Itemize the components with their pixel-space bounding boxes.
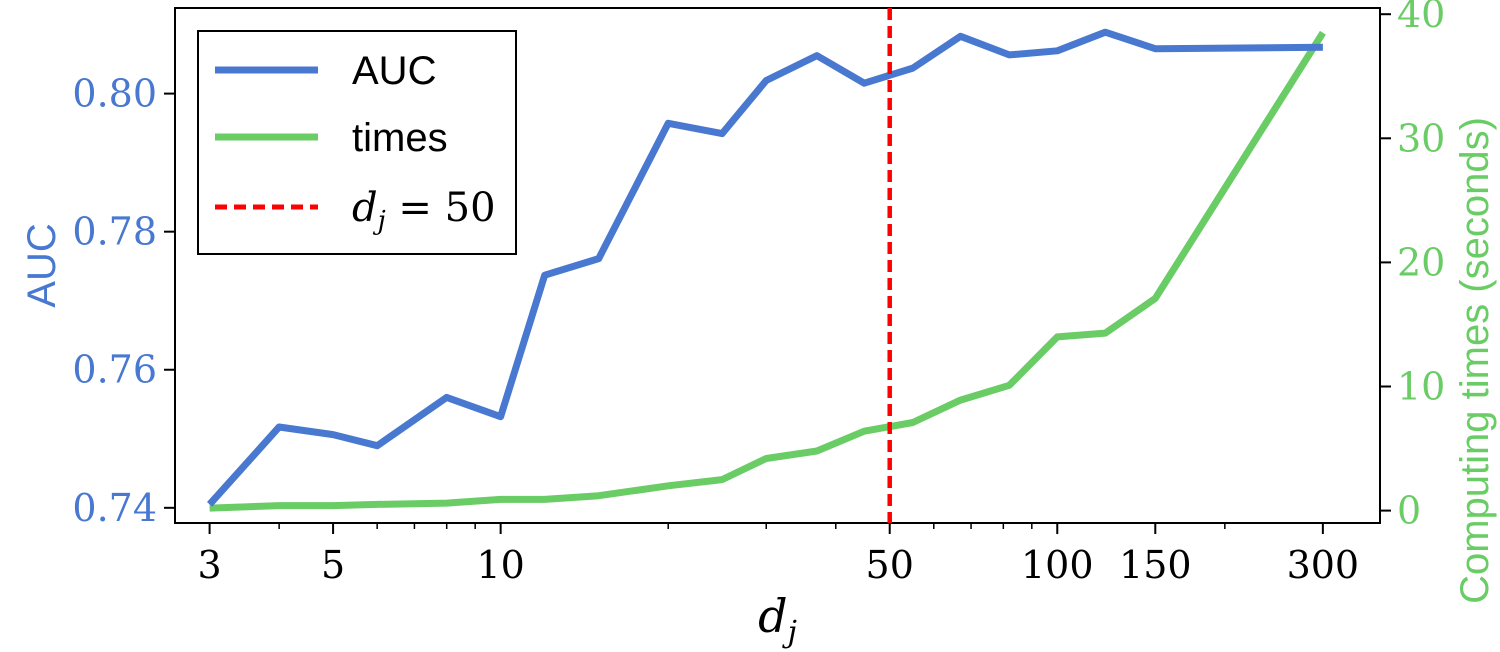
series-line-times: [209, 30, 1326, 512]
right-y-axis-ticks: 0 10 20 30 40: [1380, 0, 1445, 533]
right-y-axis-label: Computing times (seconds): [1453, 117, 1497, 604]
legend: AUC times dj = 50: [197, 30, 517, 255]
x-axis-minor-ticks: [278, 523, 1226, 529]
left-y-tick-label: 0.78: [72, 210, 157, 254]
x-tick-label: 150: [1119, 543, 1192, 587]
series-line-auc: [206, 28, 1323, 507]
x-axis-ticks: 3 5 10 50 100 150 300: [197, 523, 1359, 587]
right-y-tick-label: 40: [1397, 0, 1445, 36]
left-y-axis-ticks: 0.74 0.76 0.78 0.80: [72, 72, 175, 530]
plot-frame: [174, 7, 1381, 524]
right-y-tick-label: 30: [1397, 116, 1445, 160]
legend-label-reference: dj = 50: [352, 185, 496, 236]
legend-label-times: times: [352, 116, 448, 160]
x-tick-label: 10: [476, 543, 524, 587]
x-tick-label: 5: [321, 543, 345, 587]
x-axis-label: dj: [758, 589, 797, 650]
plot-area: [174, 7, 1381, 524]
series-layer: [206, 28, 1326, 512]
left-y-tick-label: 0.80: [72, 72, 157, 116]
x-tick-label: 3: [197, 543, 221, 587]
left-y-tick-label: 0.76: [72, 348, 157, 392]
left-y-axis-label: AUC: [20, 223, 64, 307]
x-tick-label: 50: [866, 543, 914, 587]
x-tick-label: 100: [1021, 543, 1094, 587]
right-y-tick-label: 20: [1397, 240, 1445, 284]
right-y-tick-label: 10: [1397, 364, 1445, 408]
right-y-tick-label: 0: [1397, 489, 1421, 533]
legend-label-auc: AUC: [352, 49, 436, 93]
left-y-tick-label: 0.74: [72, 486, 157, 530]
x-tick-label: 300: [1287, 543, 1360, 587]
